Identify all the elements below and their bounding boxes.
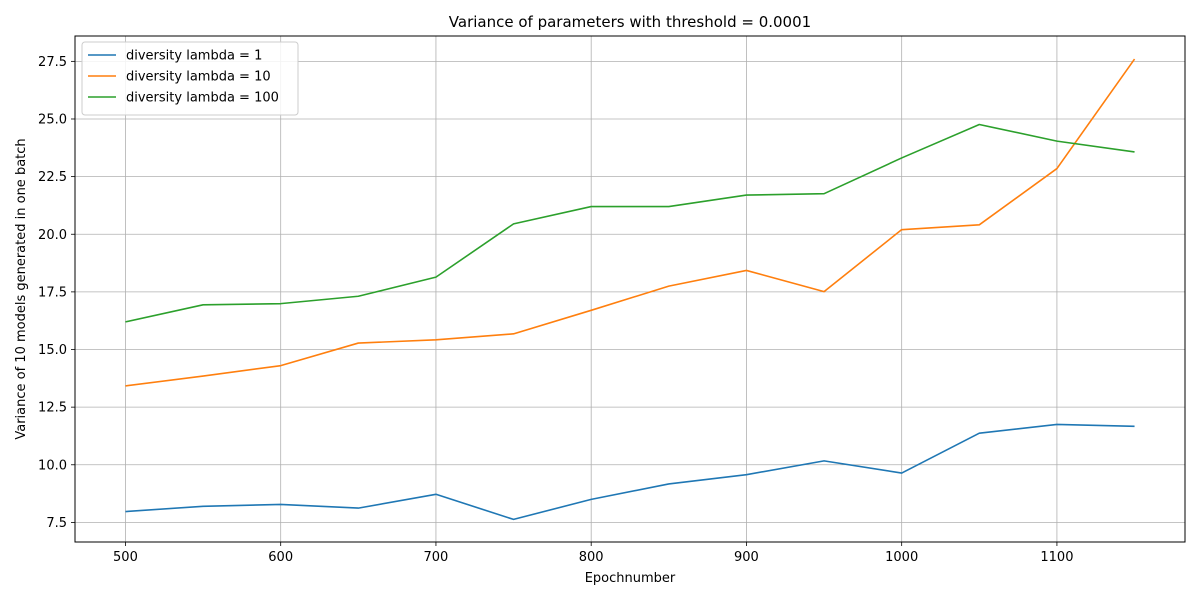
y-tick-label: 15.0 [38, 343, 67, 358]
axis-ticks: 500 600 700 800 900 1000 1100 7.5 10.0 12.5 15.0 17… [38, 55, 1073, 565]
series-line-2 [125, 58, 1136, 387]
x-tick-label: 600 [268, 550, 293, 565]
y-tick-label: 7.5 [46, 516, 67, 531]
y-tick-label: 10.0 [38, 458, 67, 473]
chart-title: Variance of parameters with threshold = … [449, 13, 811, 31]
y-tick-label: 17.5 [38, 285, 67, 300]
legend-entry-label: diversity lambda = 100 [126, 91, 279, 106]
x-tick-label: 500 [113, 550, 138, 565]
x-tick-label: 800 [579, 550, 604, 565]
y-axis-label: Variance of 10 models generated in one b… [14, 138, 29, 439]
legend-frame [81, 41, 299, 116]
y-tick-label: 25.0 [38, 112, 67, 127]
series-line-1 [125, 423, 1135, 521]
legend-entry-label: diversity lambda = 1 [126, 49, 262, 64]
plot-area-frame [74, 35, 1186, 543]
y-tick-label: 12.5 [38, 401, 67, 416]
y-tick-label: 22.5 [38, 170, 67, 185]
legend-entry-label: diversity lambda = 10 [126, 70, 271, 85]
y-tick-label: 27.5 [38, 55, 67, 70]
series-line-3 [125, 123, 1135, 323]
x-tick-label: 1100 [1040, 550, 1073, 565]
grid-lines [75, 36, 1185, 542]
x-axis-label: Epochnumber [585, 571, 676, 586]
x-tick-label: 700 [424, 550, 449, 565]
series-lines [125, 58, 1136, 521]
legend: diversity lambda = 1 diversity lambda = 1… [81, 41, 299, 116]
x-tick-label: 1000 [885, 550, 918, 565]
x-tick-label: 900 [734, 550, 759, 565]
y-tick-label: 20.0 [38, 228, 67, 243]
